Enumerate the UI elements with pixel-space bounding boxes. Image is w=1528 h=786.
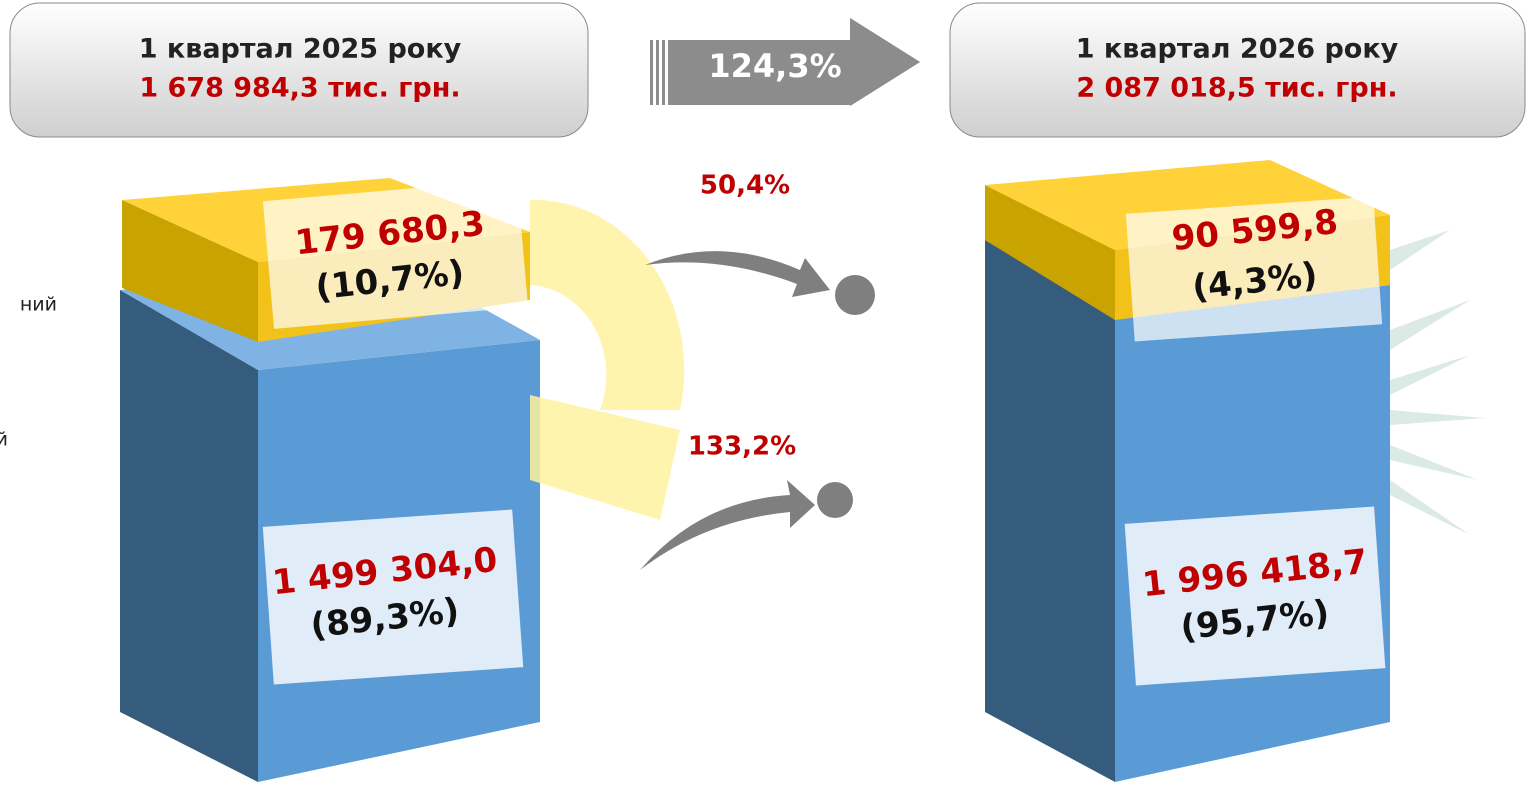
header-title: 1 квартал 2025 року	[139, 34, 462, 65]
legend-fragment: й	[0, 429, 8, 451]
header-total: 1 678 984,3 тис. грн.	[139, 73, 460, 104]
growth-bottom: 133,2%	[688, 432, 796, 462]
legend-fragment: ний	[20, 294, 57, 316]
column	[120, 178, 685, 782]
starburst	[1390, 230, 1485, 535]
growth-total: 124,3%	[708, 47, 841, 85]
growth-arrow	[650, 18, 920, 106]
column	[985, 160, 1390, 782]
growth-top: 50,4%	[700, 171, 790, 201]
header-box	[949, 2, 1526, 138]
flow-arrow	[640, 251, 875, 570]
header-box	[9, 2, 589, 138]
header-total: 2 087 018,5 тис. грн.	[1076, 73, 1397, 104]
header-title: 1 квартал 2026 року	[1076, 34, 1399, 65]
